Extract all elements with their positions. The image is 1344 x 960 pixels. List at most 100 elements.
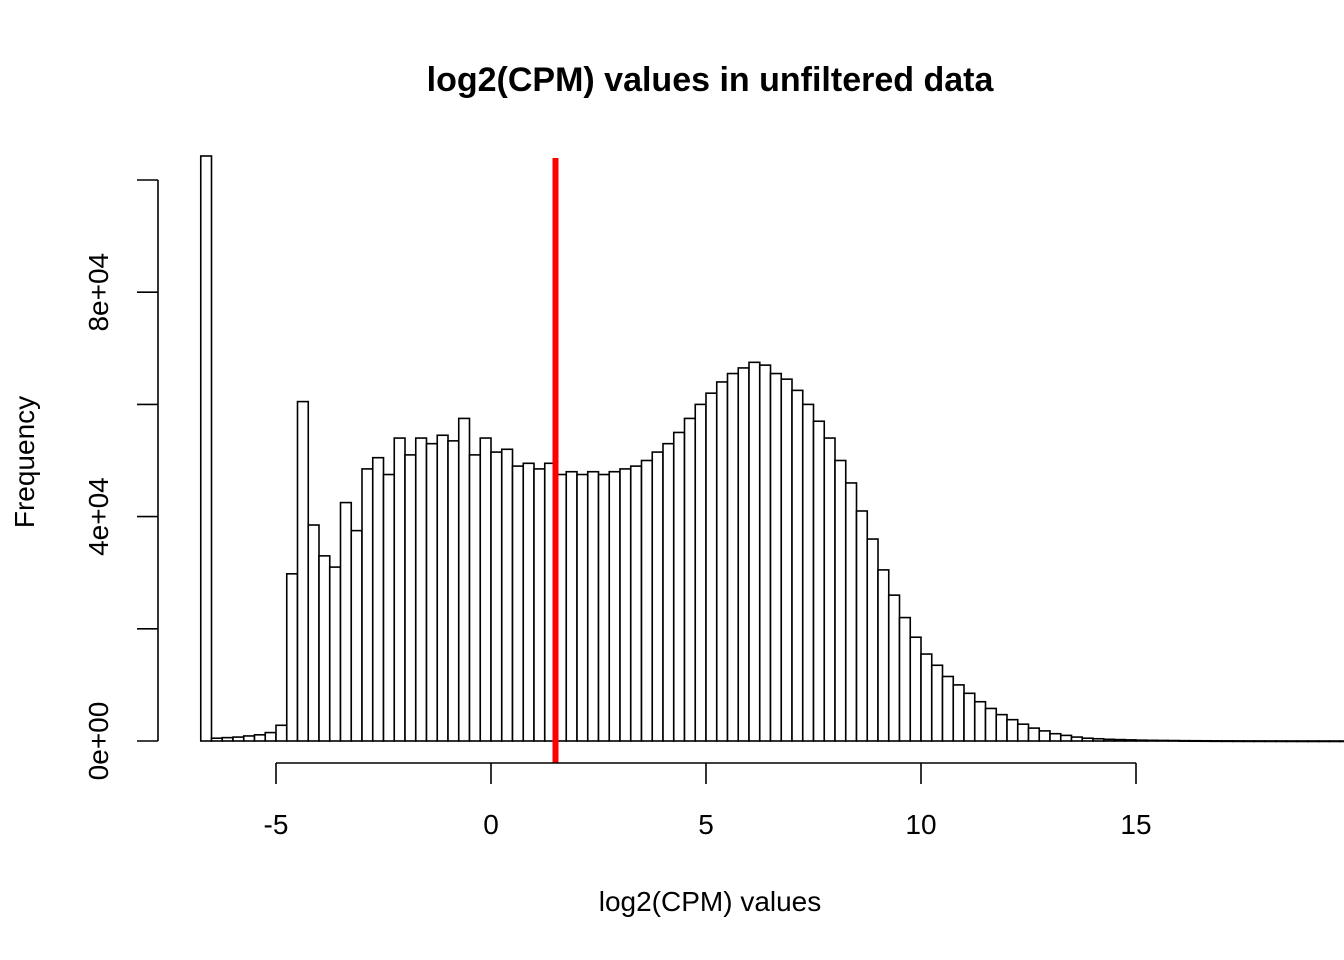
histogram-bar bbox=[694, 403, 707, 742]
histogram-bar bbox=[307, 524, 320, 742]
histogram-bar bbox=[662, 442, 675, 742]
histogram-bar bbox=[1081, 737, 1094, 742]
histogram-bar bbox=[1092, 737, 1105, 742]
y-axis-label: Frequency bbox=[9, 396, 40, 528]
histogram-bar bbox=[651, 451, 664, 742]
histogram-bar bbox=[640, 459, 654, 742]
histogram-bar bbox=[1038, 730, 1051, 742]
histogram-bar bbox=[447, 440, 460, 742]
histogram-bar bbox=[318, 555, 331, 742]
histogram-bar bbox=[371, 456, 385, 742]
y-tick-label: 8e+04 bbox=[83, 253, 114, 332]
histogram-bar bbox=[672, 431, 686, 742]
x-tick-label: 5 bbox=[698, 809, 714, 840]
histogram-bar bbox=[221, 736, 234, 742]
histogram-bar bbox=[533, 468, 546, 742]
histogram-bar bbox=[210, 737, 224, 742]
histogram-bar bbox=[930, 664, 944, 742]
histogram-bar bbox=[877, 569, 890, 742]
histogram-bar bbox=[823, 437, 836, 742]
histogram-bar bbox=[855, 510, 869, 742]
chart-title: log2(CPM) values in unfiltered data bbox=[427, 61, 995, 99]
histogram-bar bbox=[952, 684, 965, 742]
histogram-bar bbox=[984, 707, 998, 742]
histogram-bar bbox=[479, 437, 492, 742]
histogram-bar bbox=[887, 594, 901, 742]
histogram-bar bbox=[963, 692, 976, 742]
histogram-bar bbox=[1210, 740, 1223, 743]
histogram-bar bbox=[576, 473, 589, 742]
histogram-bar bbox=[393, 437, 406, 742]
histogram-bar bbox=[995, 713, 1008, 742]
histogram-bar bbox=[1231, 740, 1245, 743]
histogram-bar bbox=[726, 372, 740, 742]
histogram-bar bbox=[350, 529, 363, 742]
histogram-bar bbox=[296, 400, 310, 742]
histogram-bar bbox=[1016, 723, 1030, 742]
histogram-bar bbox=[404, 454, 417, 742]
histogram-bar bbox=[801, 403, 815, 742]
histogram-bar bbox=[232, 736, 245, 742]
histogram-bar bbox=[339, 501, 353, 742]
histogram-bar bbox=[1178, 739, 1191, 742]
histogram-bar bbox=[285, 573, 299, 742]
histogram-bar bbox=[1167, 739, 1180, 742]
x-axis-label: log2(CPM) values bbox=[599, 886, 822, 917]
y-tick-label: 0e+00 bbox=[83, 702, 114, 781]
histogram-bar bbox=[812, 420, 826, 742]
histogram-bar bbox=[844, 482, 858, 742]
histogram-bar bbox=[608, 470, 621, 742]
x-tick-label: -5 bbox=[264, 809, 289, 840]
histogram-bar bbox=[264, 731, 277, 742]
histogram-bar bbox=[1339, 740, 1344, 743]
histogram-bar bbox=[328, 566, 342, 742]
histogram-bar bbox=[1145, 739, 1159, 742]
histogram-bar bbox=[769, 372, 783, 742]
histogram-bar bbox=[1328, 740, 1342, 743]
histogram-bar bbox=[382, 473, 396, 742]
x-tick-label: 15 bbox=[1120, 809, 1151, 840]
x-axis: -5 0 5 10 15 bbox=[264, 762, 1152, 840]
histogram-bar bbox=[1070, 736, 1084, 742]
histogram-bar bbox=[1113, 738, 1127, 742]
y-axis: 0e+00 4e+04 8e+04 bbox=[83, 179, 159, 781]
histogram-bar bbox=[1135, 739, 1148, 742]
histogram-bar bbox=[1102, 738, 1116, 742]
x-tick-label: 10 bbox=[905, 809, 936, 840]
histogram-bar bbox=[737, 367, 750, 742]
histogram-bar bbox=[791, 389, 804, 742]
histogram-bar bbox=[1059, 734, 1073, 742]
histogram-bar bbox=[1264, 740, 1277, 743]
histogram-bar bbox=[361, 468, 374, 742]
histogram-bar bbox=[586, 470, 600, 742]
histogram-bar bbox=[1285, 740, 1299, 743]
histogram-bar bbox=[275, 724, 288, 742]
histogram-bar bbox=[1188, 739, 1202, 743]
histogram-bar bbox=[1296, 740, 1309, 743]
histogram-bar bbox=[1242, 740, 1256, 743]
y-tick-label: 4e+04 bbox=[83, 477, 114, 556]
histogram-bar bbox=[242, 735, 256, 742]
histogram-bar bbox=[1049, 732, 1062, 742]
histogram-bar bbox=[500, 448, 514, 742]
histogram-bar bbox=[425, 442, 439, 742]
histogram-bar bbox=[1253, 740, 1266, 743]
histogram-bar bbox=[973, 700, 987, 742]
histogram-bar bbox=[758, 364, 772, 742]
histogram-bar bbox=[490, 451, 503, 742]
histogram-bar bbox=[866, 538, 879, 742]
histogram-bar bbox=[834, 459, 847, 742]
histogram-bar bbox=[253, 734, 267, 742]
histogram-bar bbox=[629, 465, 643, 742]
histogram-bar bbox=[436, 434, 449, 742]
histogram-bar bbox=[565, 470, 578, 742]
histogram-bar bbox=[468, 454, 482, 742]
histogram-bar bbox=[1274, 740, 1288, 743]
histogram-bar bbox=[909, 636, 922, 742]
histogram-bar bbox=[199, 155, 213, 742]
histogram-bars bbox=[199, 155, 1344, 743]
histogram-bar bbox=[898, 616, 912, 742]
x-tick-label: 0 bbox=[483, 809, 499, 840]
histogram-bar bbox=[619, 468, 632, 742]
